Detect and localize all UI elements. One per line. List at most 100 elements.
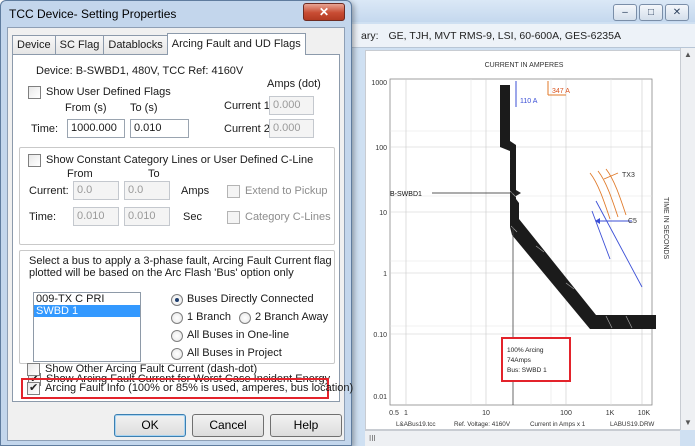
- close-icon: ✕: [318, 5, 330, 19]
- arcing-info-highlight: [21, 378, 329, 399]
- radio-all-buses-one-line[interactable]: [171, 330, 183, 342]
- y-tick-label: 0.01: [373, 394, 387, 401]
- c-line-current-to-field[interactable]: 0.0: [124, 181, 170, 200]
- radio-2-branch-away[interactable]: [239, 312, 251, 324]
- y-tick-label: 100: [375, 145, 387, 152]
- scroll-up-icon[interactable]: ▲: [684, 50, 692, 59]
- radio-1-branch[interactable]: [171, 312, 183, 324]
- plot-frame: [389, 78, 653, 406]
- c-line-current-from-field[interactable]: 0.0: [73, 181, 119, 200]
- sec-label: Sec: [183, 211, 202, 223]
- c-line-time-from-field[interactable]: 0.010: [73, 207, 119, 226]
- footer-drw: LABUS19.DRW: [610, 421, 654, 428]
- show-ud-flags-checkbox[interactable]: [28, 86, 41, 99]
- footer-current: Current in Amps x 1: [530, 421, 586, 428]
- c-line-time-label: Time:: [29, 211, 57, 223]
- plot-right-title: TIME IN SECONDS: [662, 197, 669, 260]
- dialog-close-button[interactable]: ✕: [303, 3, 345, 21]
- tcc-plot-area[interactable]: CURRENT IN AMPERES TIME IN SECONDS: [365, 50, 681, 430]
- current2-field[interactable]: 0.000: [269, 119, 314, 138]
- bus-select-group: [19, 250, 335, 364]
- c-line-to-label: To: [148, 168, 160, 180]
- bus-list-item-selected[interactable]: SWBD 1: [34, 305, 140, 317]
- show-c-line-checkbox[interactable]: [28, 154, 41, 167]
- y-tick-label: 1000: [371, 80, 387, 87]
- maximize-button[interactable]: □: [639, 4, 663, 21]
- ud-to-label: To (s): [130, 102, 158, 114]
- arcing-fault-info-label: Arcing Fault Info (100% or 85% is used, …: [45, 382, 354, 394]
- y-tick-label: 0.10: [373, 332, 387, 339]
- radio-buses-directly-connected-label: Buses Directly Connected: [187, 293, 314, 305]
- arcing-fault-info-checkbox[interactable]: [27, 381, 40, 395]
- bus-instruction-line1: Select a bus to apply a 3-phase fault, A…: [29, 255, 332, 267]
- device-curve: [500, 85, 656, 329]
- dialog-body: Device SC Flag Datablocks Arcing Fault a…: [7, 27, 353, 441]
- c5-curve: [591, 200, 643, 288]
- bus-instruction-line2: plotted will be based on the Arc Flash '…: [29, 267, 294, 279]
- label-110a: 110 A: [520, 98, 538, 105]
- help-button[interactable]: Help: [270, 414, 342, 437]
- arcing-info-line2: 74Amps: [507, 357, 532, 364]
- label-c5: C5: [628, 218, 637, 225]
- amps-dot-label: Amps (dot): [267, 78, 321, 90]
- radio-all-buses-project[interactable]: [171, 348, 183, 360]
- radio-buses-directly-connected[interactable]: [171, 294, 183, 306]
- label-tx3: TX3: [622, 172, 635, 179]
- bus-list-item[interactable]: 009-TX C PRI: [36, 293, 105, 305]
- show-other-arcing-checkbox[interactable]: [27, 363, 40, 376]
- ok-button[interactable]: OK: [114, 414, 186, 437]
- ud-from-label: From (s): [65, 102, 107, 114]
- dialog-title: TCC Device- Setting Properties: [9, 7, 177, 21]
- c-line-group: [19, 147, 335, 245]
- tab-strip: Device SC Flag Datablocks Arcing Fault a…: [12, 33, 306, 55]
- footer-file: L&ABus19.tcc: [396, 421, 436, 428]
- vertical-scrollbar[interactable]: ▲ ▼: [680, 48, 695, 430]
- current1-label: Current 1:: [224, 100, 273, 112]
- horizontal-scrollbar[interactable]: III: [365, 430, 680, 446]
- tab-datablocks[interactable]: Datablocks: [103, 35, 168, 55]
- show-c-line-label: Show Constant Category Lines or User Def…: [46, 154, 314, 166]
- category-c-lines-checkbox[interactable]: [227, 211, 240, 224]
- setting-properties-dialog: TCC Device- Setting Properties ✕ Device …: [0, 0, 352, 446]
- c-line-time-to-field[interactable]: 0.010: [124, 207, 170, 226]
- device-curve-hatch: [499, 150, 633, 329]
- arcing-info-line3: Bus: SWBD 1: [507, 367, 547, 374]
- plot-top-title: CURRENT IN AMPERES: [485, 62, 564, 69]
- footer-ref: Ref. Voltage: 4160V: [454, 421, 511, 428]
- ud-time-label: Time:: [31, 123, 59, 135]
- extend-to-pickup-checkbox[interactable]: [227, 185, 240, 198]
- x-tick-label: 1: [404, 410, 408, 417]
- arcing-info-box: [501, 337, 571, 382]
- device-info-prefix: ary:: [361, 30, 379, 42]
- minimize-icon: –: [622, 7, 628, 18]
- tcc-plot-window: – □ ✕ ary: GE, TJH, MVT RMS-9, LSI, 60-60…: [330, 0, 695, 446]
- tcc-chart: CURRENT IN AMPERES TIME IN SECONDS: [371, 62, 669, 428]
- radio-2-branch-away-label: 2 Branch Away: [255, 311, 329, 323]
- scroll-down-icon[interactable]: ▼: [684, 418, 692, 427]
- current1-field[interactable]: 0.000: [269, 96, 314, 115]
- ud-time-to-field[interactable]: 0.010: [130, 119, 189, 138]
- category-c-lines-label: Category C-Lines: [245, 211, 331, 223]
- close-window-button[interactable]: ✕: [665, 4, 689, 21]
- x-tick-label: 10K: [638, 410, 651, 417]
- minimize-button[interactable]: –: [613, 4, 637, 21]
- c-line-current-label: Current:: [29, 185, 69, 197]
- x-tick-label: 10: [482, 410, 490, 417]
- scroll-grip-icon[interactable]: III: [369, 434, 376, 443]
- y-tick-label: 1: [383, 271, 387, 278]
- bus-list[interactable]: 009-TX C PRI SWBD 1: [33, 292, 141, 362]
- cancel-button[interactable]: Cancel: [192, 414, 264, 437]
- c-line-from-label: From: [67, 168, 93, 180]
- tab-panel: Device: B-SWBD1, 480V, TCC Ref: 4160V Sh…: [12, 54, 340, 402]
- radio-all-buses-project-label: All Buses in Project: [187, 347, 282, 359]
- close-icon: ✕: [672, 7, 682, 18]
- y-tick-label: 10: [379, 210, 387, 217]
- ud-time-from-field[interactable]: 1000.000: [67, 119, 125, 138]
- arcing-info-line1: 100% Arcing: [507, 347, 544, 354]
- x-tick-label: 1K: [606, 410, 615, 417]
- tab-sc-flag[interactable]: SC Flag: [54, 35, 105, 55]
- tab-device[interactable]: Device: [12, 35, 56, 55]
- show-other-arcing-label: Show Other Arcing Fault Current (dash-do…: [45, 363, 258, 375]
- radio-all-buses-one-line-label: All Buses in One-line: [187, 329, 290, 341]
- tab-arcing-fault-ud-flags[interactable]: Arcing Fault and UD Flags: [166, 33, 306, 55]
